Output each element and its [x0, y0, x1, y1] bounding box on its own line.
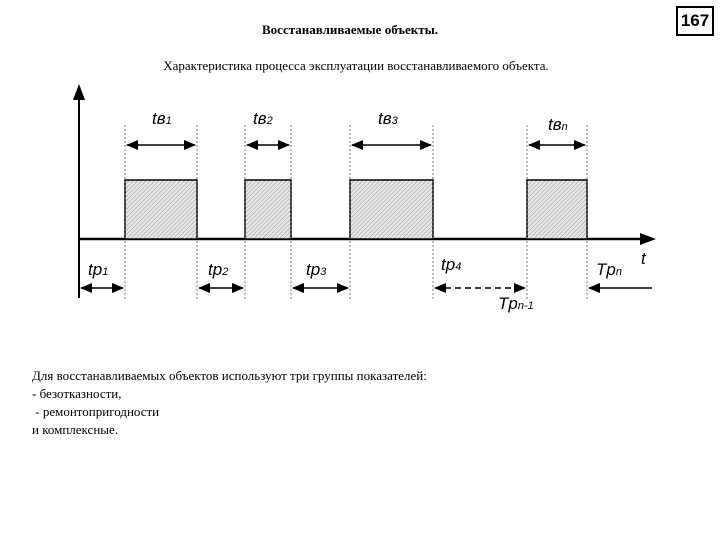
repair-label-1: tв1	[152, 109, 172, 128]
work-label-n-minus-1: Tрn-1	[498, 294, 534, 313]
time-axis-arrow	[640, 233, 656, 245]
guide-lines	[124, 125, 588, 300]
work-label-1: tр1	[88, 260, 108, 279]
vertical-axis-arrow	[73, 84, 85, 100]
text-line: - безотказности,	[32, 386, 122, 401]
repair-pulse-3	[349, 179, 434, 240]
repair-label-2: tв2	[253, 109, 273, 128]
text-line: Для восстанавливаемых объектов использую…	[32, 368, 427, 383]
text-line: и комплексные.	[32, 422, 119, 437]
repair-label-3: tв3	[378, 109, 399, 128]
work-label-4: tр4	[441, 255, 461, 274]
repair-label-n: tвn	[548, 115, 568, 134]
text-line: - ремонтопригодности	[32, 404, 160, 419]
time-axis-label: t	[641, 249, 647, 268]
page-subtitle: Характеристика процесса эксплуатации вос…	[163, 58, 549, 73]
repair-pulse-n	[526, 179, 588, 240]
repair-pulse-1	[124, 179, 198, 240]
repair-pulse-2	[244, 179, 292, 240]
page-title: Восстанавливаемые объекты.	[262, 22, 438, 37]
page-number-badge: 167	[676, 6, 714, 36]
work-label-2: tр2	[208, 260, 228, 279]
work-label-3: tр3	[306, 260, 327, 279]
indicator-groups-text: Для восстанавливаемых объектов использую…	[32, 367, 427, 439]
work-label-n: Tрn	[596, 260, 622, 279]
